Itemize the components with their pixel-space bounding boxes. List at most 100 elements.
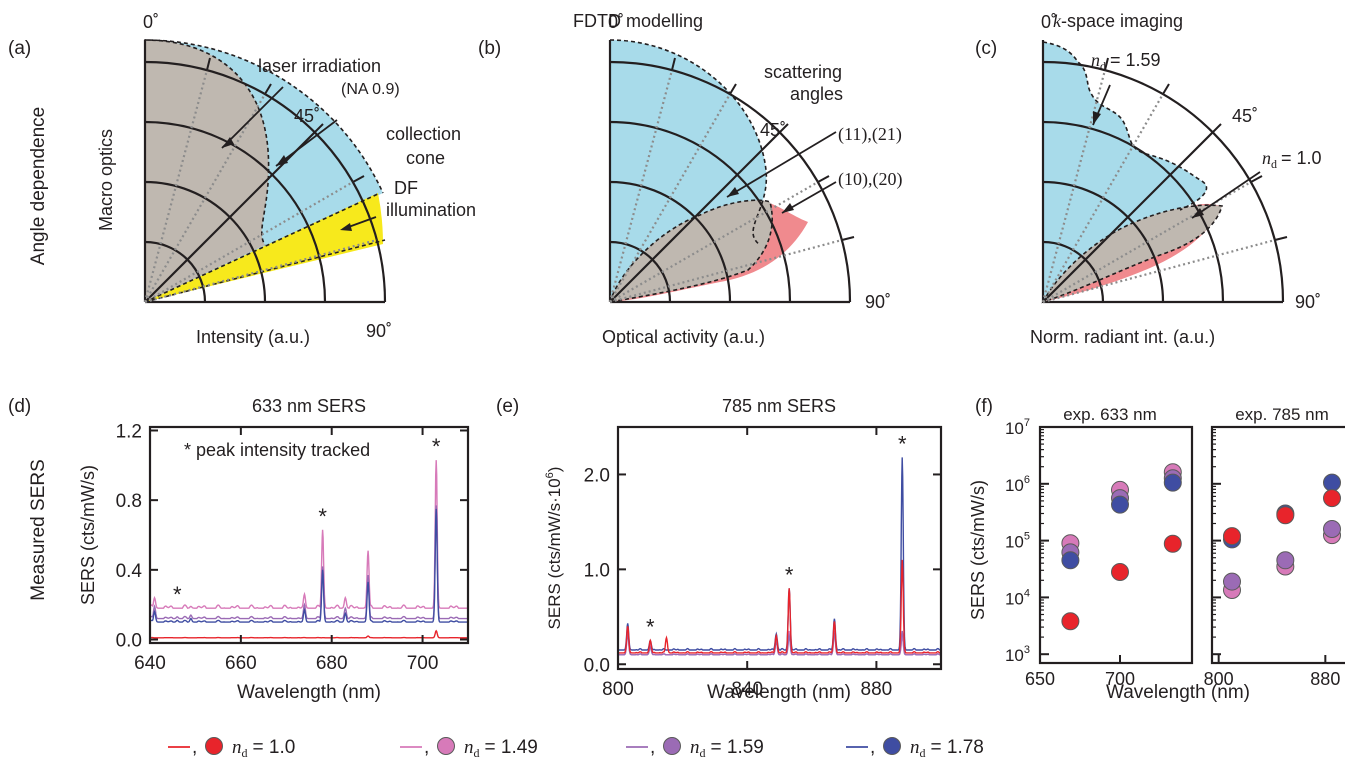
panel-label-f: (f) [975, 396, 993, 417]
chart-e-ytick-label: 0.0 [584, 655, 610, 676]
polar-b-ann2: (11),(21) [838, 124, 902, 145]
polar-a-xlabel: Intensity (a.u.) [196, 327, 310, 347]
polar-b-ann1: scattering [764, 62, 842, 82]
polar-b-angle-45: 45˚ [760, 120, 786, 140]
polar-a-ann2: collection [386, 124, 461, 144]
legend-marker-3 [883, 737, 901, 755]
chart-e-series-line-2 [618, 630, 941, 656]
polar-a-angle-90: 90˚ [366, 321, 392, 341]
legend-marker-2 [663, 737, 681, 755]
chart-f-point [1163, 473, 1182, 492]
chart-f-point [1111, 495, 1129, 514]
legend-separator: , [870, 737, 875, 758]
chart-e-ytick-label: 2.0 [584, 465, 610, 486]
chart-f-point [1061, 612, 1080, 631]
legend: , nd = 1.0, nd = 1.49, nd = 1.59, nd = 1.78 [168, 737, 984, 760]
legend-marker-1 [437, 737, 455, 755]
chart-d-annotation: * peak intensity tracked [184, 440, 370, 460]
chart-f-subplot-title: exp. 785 nm [1235, 405, 1329, 424]
panel-label-a: (a) [8, 38, 31, 59]
chart-d-ytick-label: 1.2 [116, 421, 142, 442]
chart-f-xtick-label: 650 [1025, 669, 1055, 689]
polar-c-xlabel: Norm. radiant int. (a.u.) [1030, 327, 1215, 347]
legend-separator: , [650, 737, 655, 758]
polar-b: 0˚ 45˚ 90˚ scattering angles (11),(21) (… [602, 12, 902, 347]
chart-e-series-line-1 [618, 630, 941, 656]
chart-e-peak-marker: * [785, 562, 794, 587]
chart-f-frame-0 [1038, 425, 1194, 665]
chart-d-series-line-2 [150, 505, 468, 620]
chart-f-ylabel: SERS (cts/mW/s) [968, 480, 988, 620]
polar-a-ann1b: (NA 0.9) [341, 81, 400, 98]
chart-e-ytick-label: 1.0 [584, 560, 610, 581]
laser-irradiation-fill [145, 40, 269, 302]
legend-label-3: nd = 1.78 [910, 737, 984, 760]
chart-d-title: 633 nm SERS [252, 396, 366, 416]
legend-label-0: nd = 1.0 [232, 737, 295, 760]
chart-f-xtick-label: 700 [1105, 669, 1135, 689]
chart-f-point [1111, 563, 1129, 582]
polar-b-ann3: (10),(20) [838, 169, 902, 190]
polar-c-ann1: nd = 1.59 [1091, 50, 1161, 73]
blue-lobe-fill [1043, 42, 1207, 302]
polar-b-title: FDTD modelling [573, 11, 703, 31]
chart-d-xtick-label: 660 [225, 653, 257, 674]
chart-f-ytick-label: 105 [1005, 531, 1030, 552]
polar-a-angle-0: 0˚ [143, 12, 159, 32]
beige-lobe-fill [610, 200, 773, 302]
polar-a-ann1: laser irradiation [258, 56, 381, 76]
chart-f-point [1223, 572, 1241, 591]
chart-e-xlabel: Wavelength (nm) [707, 682, 851, 703]
polar-c-ann2: nd = 1.0 [1262, 148, 1322, 171]
chart-d-series-line-3 [150, 508, 468, 623]
chart-e-title: 785 nm SERS [722, 396, 836, 416]
legend-separator: , [192, 737, 197, 758]
legend-label-2: nd = 1.59 [690, 737, 764, 760]
chart-d-xlabel: Wavelength (nm) [237, 682, 381, 703]
chart-d-xtick-label: 680 [316, 653, 348, 674]
chart-d-ytick-label: 0.4 [116, 561, 143, 582]
chart-f-point [1323, 473, 1341, 492]
polar-b-ann1b: angles [790, 84, 843, 104]
chart-e-series-line-3 [618, 457, 941, 651]
chart-f-point [1163, 534, 1182, 553]
chart-e-peak-marker: * [646, 615, 655, 640]
polar-a-ann3b: illumination [386, 200, 476, 220]
chart-f-ytick-label: 104 [1005, 587, 1030, 608]
chart-d-frame [148, 425, 470, 645]
row-label-top: Angle dependence [28, 107, 49, 265]
chart-e-peak-marker: * [898, 431, 907, 456]
chart-d-ytick-label: 0.8 [116, 491, 142, 512]
chart-f-xlabel: Wavelength (nm) [1106, 682, 1250, 703]
chart-f-frame-1 [1210, 425, 1345, 665]
chart-e-xtick-label: 800 [602, 679, 634, 700]
chart-d-peak-marker: * [432, 434, 441, 459]
chart-d-ylabel: SERS (cts/mW/s) [78, 465, 98, 605]
beige-lobe-fill [1043, 205, 1222, 302]
polar-c-title: k-space imaging [1053, 11, 1183, 31]
chart-d-series-line-1 [150, 460, 468, 609]
panel-label-e: (e) [496, 396, 519, 417]
polar-a: 0˚ 45˚ 90˚ laser irradiation (NA 0.9) co… [143, 12, 476, 347]
polar-c-angle-0: 0˚ [1041, 12, 1057, 32]
chart-f-ytick-label: 103 [1005, 644, 1030, 665]
panel-label-d: (d) [8, 396, 31, 417]
polar-c-angle-90: 90˚ [1295, 292, 1321, 312]
chart-f-point [1061, 551, 1080, 570]
polar-c: nd = 1.59 nd = 1.0 0˚ 45˚ 90˚ Norm. radian… [1030, 12, 1322, 347]
legend-label-1: nd = 1.49 [464, 737, 538, 760]
chart-d: 633 nm SERS SERS (cts/mW/s) Wavelength (… [78, 396, 470, 703]
chart-f-xtick-label: 880 [1310, 669, 1340, 689]
chart-f-point [1276, 506, 1295, 525]
chart-f-point [1323, 520, 1341, 539]
polar-a-ylabel: Macro optics [96, 129, 116, 231]
legend-marker-0 [205, 737, 223, 755]
chart-e-ylabel: SERS (cts/mW/s·106) [544, 467, 564, 630]
chart-d-peak-marker: * [173, 582, 182, 607]
polar-b-xlabel: Optical activity (a.u.) [602, 327, 765, 347]
chart-e-xtick-label: 840 [731, 679, 763, 700]
polar-a-angle-45: 45˚ [294, 106, 320, 126]
chart-d-peak-marker: * [318, 504, 327, 529]
chart-e-series-line-0 [618, 559, 941, 654]
